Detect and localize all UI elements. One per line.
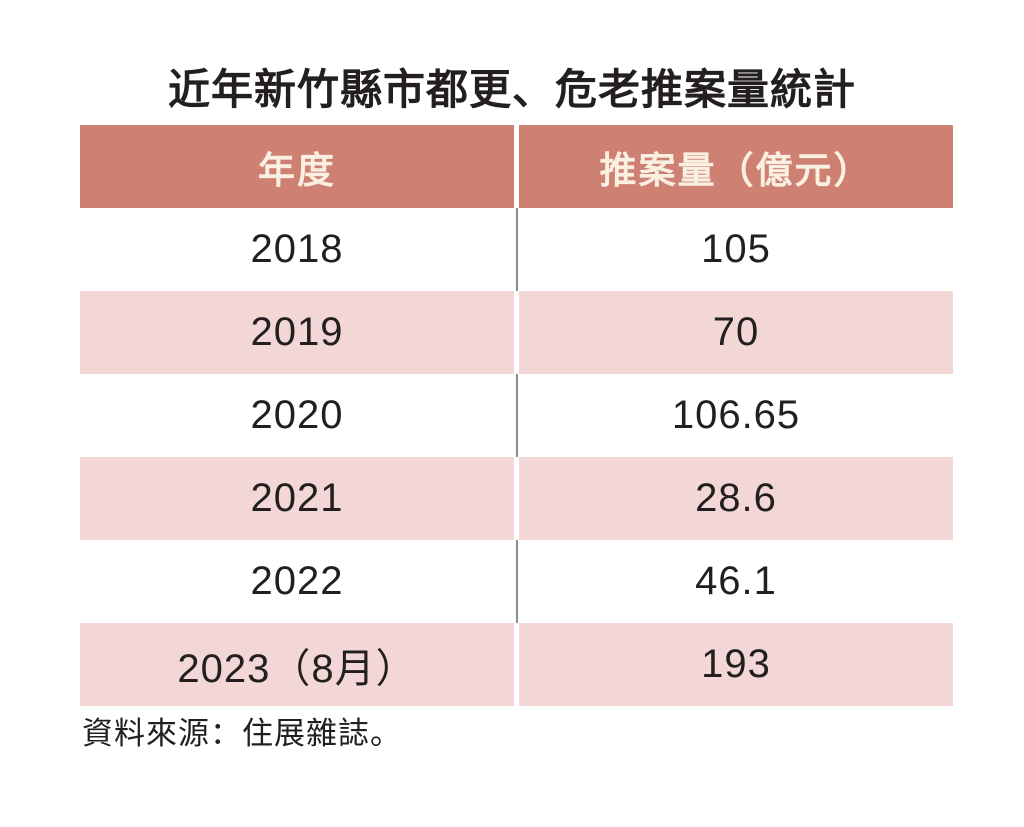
year-cell: 2022 bbox=[80, 540, 514, 623]
column-divider bbox=[514, 540, 519, 623]
page-title: 近年新竹縣市都更、危老推案量統計 bbox=[167, 66, 856, 113]
table-row: 2021 28.6 bbox=[80, 457, 953, 540]
column-header-amount: 推案量（億元） bbox=[519, 125, 953, 208]
amount-cell: 46.1 bbox=[519, 540, 953, 623]
column-header-year: 年度 bbox=[80, 125, 514, 208]
amount-cell: 105 bbox=[519, 208, 953, 291]
year-cell: 2023（8月） bbox=[80, 623, 514, 706]
amount-cell: 193 bbox=[519, 623, 953, 706]
table-row: 2020 106.65 bbox=[80, 374, 953, 457]
statistics-table: 年度 推案量（億元） 2018 105 2019 70 2020 106.65 … bbox=[80, 125, 953, 706]
amount-cell: 70 bbox=[519, 291, 953, 374]
year-cell: 2020 bbox=[80, 374, 514, 457]
table-row: 2018 105 bbox=[80, 208, 953, 291]
divider-line bbox=[515, 540, 518, 623]
table-row: 2019 70 bbox=[80, 291, 953, 374]
table-row: 2023（8月） 193 bbox=[80, 623, 953, 706]
table-header-row: 年度 推案量（億元） bbox=[80, 125, 953, 208]
divider-line bbox=[515, 208, 518, 291]
year-cell: 2019 bbox=[80, 291, 514, 374]
divider-line bbox=[515, 374, 518, 457]
year-cell: 2021 bbox=[80, 457, 514, 540]
source-note: 資料來源：住展雜誌。 bbox=[82, 716, 402, 751]
year-cell: 2018 bbox=[80, 208, 514, 291]
amount-cell: 28.6 bbox=[519, 457, 953, 540]
amount-cell: 106.65 bbox=[519, 374, 953, 457]
column-divider bbox=[514, 374, 519, 457]
table-row: 2022 46.1 bbox=[80, 540, 953, 623]
column-divider bbox=[514, 208, 519, 291]
